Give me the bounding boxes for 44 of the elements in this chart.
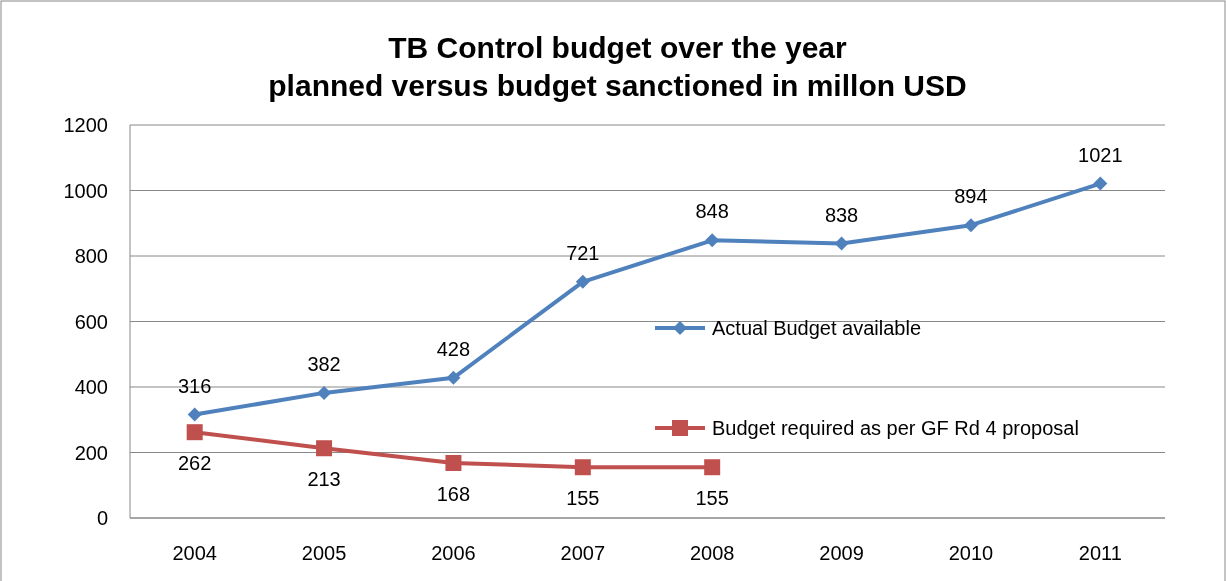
legend-label: Budget required as per GF Rd 4 proposal: [712, 417, 1079, 439]
y-tick-label: 1000: [63, 179, 108, 202]
x-tick-label: 2008: [689, 542, 735, 564]
point: [704, 459, 721, 476]
data-label: 168: [436, 482, 471, 505]
y-tick-label: 400: [74, 376, 108, 398]
point: [574, 459, 591, 476]
data-label: 848: [695, 200, 729, 223]
y-tick-label: 800: [74, 245, 108, 267]
point: [963, 218, 978, 233]
x-tick-label: 2009: [819, 542, 864, 564]
y-tick-label: 1200: [63, 114, 108, 136]
data-label: 1021: [1078, 143, 1123, 166]
x-tick-label: 2011: [1078, 542, 1122, 564]
point: [316, 440, 333, 457]
point: [705, 233, 720, 248]
data-label: 838: [824, 203, 859, 226]
data-label: 428: [436, 337, 471, 360]
y-tick-label: 600: [74, 310, 108, 333]
chart-title: TB Control budget over the year planned versus budget sanctioned in millon USD: [268, 31, 967, 102]
data-label: 155: [566, 487, 600, 510]
point: [445, 454, 462, 471]
point: [834, 236, 849, 251]
data-label: 262: [178, 452, 212, 475]
point: [575, 274, 590, 289]
data-label: 894: [954, 185, 988, 208]
point: [186, 424, 203, 441]
data-label: 721: [566, 241, 600, 264]
x-tick-label: 2007: [560, 542, 606, 564]
data-label: 382: [307, 352, 341, 375]
y-tick-label: 0: [96, 507, 108, 529]
data-label: 316: [178, 374, 212, 397]
y-tick-label: 200: [74, 441, 108, 464]
data-label: 155: [695, 487, 729, 510]
data-label: 213: [307, 468, 341, 491]
point: [187, 407, 202, 422]
x-tick-label: 2010: [948, 542, 994, 564]
x-tick-label: 2004: [172, 542, 217, 564]
point: [317, 385, 332, 400]
legend-label: Actual Budget available: [712, 317, 922, 339]
x-tick-label: 2005: [301, 542, 347, 564]
point: [1093, 176, 1108, 191]
x-tick-label: 2006: [431, 542, 476, 564]
point: [446, 370, 461, 385]
